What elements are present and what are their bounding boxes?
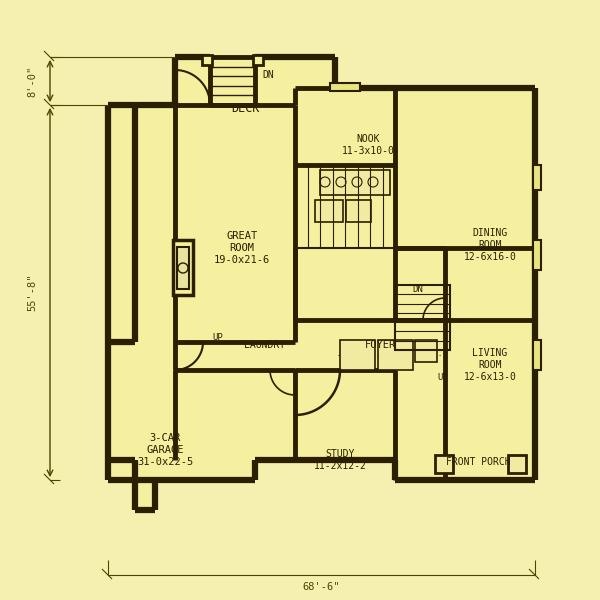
Text: 3-CAR
GARAGE
31-0x22-5: 3-CAR GARAGE 31-0x22-5 <box>137 433 193 467</box>
Bar <box>533 340 541 370</box>
Text: DN: DN <box>413 286 424 295</box>
Bar <box>508 455 526 473</box>
Text: STUDY
11-2x12-2: STUDY 11-2x12-2 <box>314 449 367 471</box>
Text: UP: UP <box>437 373 448 383</box>
Bar <box>533 240 541 270</box>
Text: FRONT PORCH: FRONT PORCH <box>446 457 511 467</box>
Bar <box>330 83 360 91</box>
Bar <box>346 200 371 222</box>
Text: LAUNDRY: LAUNDRY <box>244 340 286 350</box>
Bar <box>435 455 453 473</box>
Bar <box>533 165 541 190</box>
Text: UP: UP <box>212 334 223 343</box>
Polygon shape <box>108 460 155 510</box>
Bar <box>378 340 413 370</box>
Polygon shape <box>108 105 135 342</box>
Bar <box>320 170 390 195</box>
Text: 8'-0": 8'-0" <box>27 65 37 97</box>
Bar <box>340 340 375 370</box>
Text: DECK: DECK <box>231 101 259 115</box>
Bar <box>177 247 189 289</box>
Bar <box>415 340 437 362</box>
Text: FOYER: FOYER <box>364 340 395 350</box>
Bar <box>202 55 212 65</box>
Text: DN: DN <box>262 70 274 80</box>
Bar <box>173 240 193 295</box>
Bar <box>315 200 343 222</box>
Bar <box>253 55 263 65</box>
Bar <box>295 165 395 248</box>
Text: LIVING
ROOM
12-6x13-0: LIVING ROOM 12-6x13-0 <box>464 349 517 382</box>
Bar <box>395 285 450 350</box>
Text: NOOK
11-3x10-0: NOOK 11-3x10-0 <box>341 134 394 156</box>
Text: DINING
ROOM
12-6x16-0: DINING ROOM 12-6x16-0 <box>464 229 517 262</box>
Text: 68'-6": 68'-6" <box>302 582 340 592</box>
Text: 55'-8": 55'-8" <box>27 273 37 311</box>
Text: GREAT
ROOM
19-0x21-6: GREAT ROOM 19-0x21-6 <box>214 232 270 265</box>
Polygon shape <box>108 57 535 480</box>
